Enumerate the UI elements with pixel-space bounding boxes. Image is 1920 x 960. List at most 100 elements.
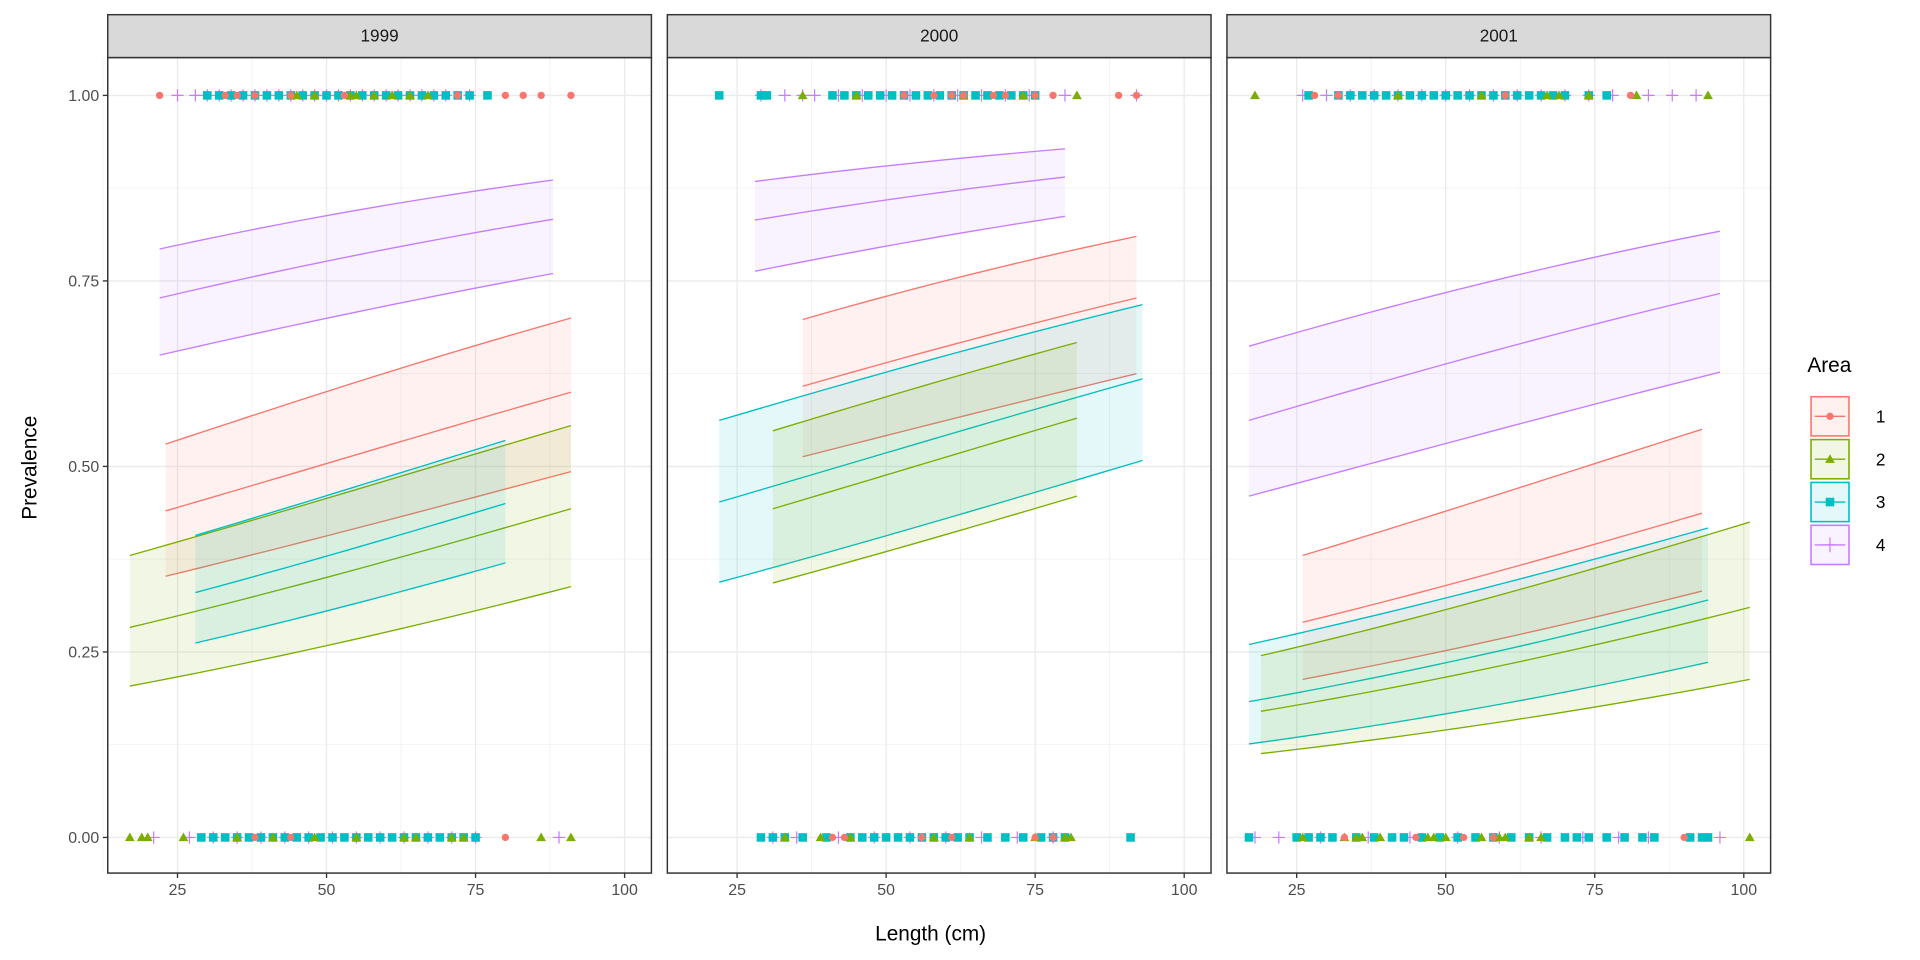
x-tick-label: 50 bbox=[1437, 882, 1455, 899]
x-tick-label: 25 bbox=[1288, 882, 1306, 899]
point-area-3 bbox=[756, 833, 766, 842]
point-area-2 bbox=[124, 832, 135, 842]
point-area-3 bbox=[1381, 91, 1391, 100]
point-area-4 bbox=[552, 831, 566, 844]
x-tick-label: 100 bbox=[611, 882, 638, 899]
point-area-3 bbox=[387, 833, 397, 842]
point-area-3 bbox=[1417, 91, 1427, 100]
ribbon-area-2 bbox=[1260, 522, 1750, 754]
point-area-1 bbox=[340, 91, 349, 100]
lower-line-area-4 bbox=[159, 272, 554, 356]
point-area-1 bbox=[233, 91, 241, 100]
fit-line-area-1 bbox=[1302, 512, 1703, 623]
point-area-2 bbox=[1440, 832, 1451, 842]
facet-strip bbox=[107, 13, 653, 59]
point-area-3 bbox=[1018, 833, 1028, 842]
point-area-1 bbox=[251, 91, 259, 100]
point-area-1 bbox=[501, 833, 510, 842]
upper-line-area-4 bbox=[159, 179, 554, 250]
panel-background bbox=[667, 57, 1212, 874]
point-area-3 bbox=[280, 833, 290, 842]
point-area-3 bbox=[714, 91, 724, 100]
point-area-2 bbox=[267, 832, 278, 842]
point-area-3 bbox=[1620, 833, 1629, 842]
x-tick-label: 25 bbox=[728, 882, 746, 899]
point-area-2 bbox=[422, 90, 433, 100]
point-area-3 bbox=[1328, 833, 1337, 842]
point-area-2 bbox=[1583, 90, 1594, 100]
point-area-3 bbox=[1453, 833, 1462, 842]
point-area-2 bbox=[1250, 90, 1260, 100]
panel-1999: 1999 25 50 75 100 0.00 0.25 0.50 0.75 1.00 bbox=[68, 13, 653, 899]
point-area-2 bbox=[351, 832, 362, 842]
point-area-3 bbox=[905, 833, 915, 842]
point-area-3 bbox=[1489, 91, 1498, 100]
point-area-3 bbox=[465, 91, 474, 100]
x-axis-label: Length (cm) bbox=[875, 922, 986, 945]
point-area-3 bbox=[220, 833, 230, 842]
point-area-3 bbox=[1507, 833, 1516, 842]
point-area-3 bbox=[435, 833, 445, 842]
point-area-3 bbox=[1560, 91, 1570, 100]
point-area-1 bbox=[989, 91, 998, 100]
point-area-3 bbox=[274, 91, 284, 100]
point-area-3 bbox=[340, 833, 349, 842]
point-area-2 bbox=[387, 90, 398, 100]
point-area-3 bbox=[1357, 91, 1367, 100]
point-area-3 bbox=[393, 91, 403, 100]
point-area-3 bbox=[1036, 833, 1046, 842]
point-area-3 bbox=[334, 91, 343, 100]
lower-line-area-4 bbox=[754, 215, 1066, 272]
point-area-3 bbox=[1387, 833, 1397, 842]
point-area-2 bbox=[411, 832, 421, 842]
point-area-2 bbox=[291, 90, 302, 100]
upper-line-area-3 bbox=[719, 303, 1143, 422]
fit-line-area-1 bbox=[802, 297, 1137, 387]
point-area-3 bbox=[358, 91, 367, 100]
point-area-3 bbox=[256, 833, 266, 842]
point-area-3 bbox=[1405, 91, 1415, 100]
point-area-2 bbox=[1476, 832, 1487, 842]
point-area-1 bbox=[1334, 91, 1343, 100]
point-area-1 bbox=[251, 833, 259, 842]
legend: Area 1 2 3 4 bbox=[1807, 354, 1886, 566]
point-area-2 bbox=[405, 90, 415, 100]
point-area-1 bbox=[930, 91, 938, 100]
point-area-1 bbox=[155, 91, 164, 100]
point-area-2 bbox=[232, 832, 243, 842]
point-area-2 bbox=[1524, 832, 1535, 842]
point-area-2 bbox=[815, 832, 826, 842]
point-area-3 bbox=[1638, 833, 1647, 842]
point-area-2 bbox=[1554, 90, 1564, 100]
point-area-3 bbox=[1292, 833, 1301, 842]
point-area-1 bbox=[567, 91, 575, 100]
point-area-3 bbox=[429, 91, 439, 100]
point-area-3 bbox=[1304, 91, 1313, 100]
point-area-1 bbox=[1114, 91, 1123, 100]
point-area-1 bbox=[221, 91, 229, 100]
point-area-1 bbox=[840, 833, 849, 842]
point-area-1 bbox=[948, 833, 956, 842]
point-area-3 bbox=[1435, 833, 1445, 842]
point-area-2 bbox=[779, 832, 790, 842]
ribbon-area-1 bbox=[802, 236, 1137, 457]
point-area-3 bbox=[304, 833, 313, 842]
point-area-2 bbox=[797, 90, 808, 100]
fit-line-area-2 bbox=[129, 508, 572, 629]
point-area-3 bbox=[875, 91, 885, 100]
point-area-1 bbox=[1310, 91, 1319, 100]
panel-background bbox=[107, 57, 652, 874]
legend-label: 1 bbox=[1876, 406, 1886, 426]
point-area-3 bbox=[971, 91, 980, 100]
upper-line-area-1 bbox=[802, 235, 1137, 321]
point-area-3 bbox=[798, 833, 807, 842]
x-tick-label: 75 bbox=[1586, 882, 1604, 899]
point-area-4 bbox=[1320, 89, 1333, 102]
lower-line-area-3 bbox=[719, 459, 1143, 583]
point-area-1 bbox=[501, 91, 510, 100]
x-tick-label: 75 bbox=[467, 882, 485, 899]
point-area-2 bbox=[1476, 90, 1487, 100]
point-area-3 bbox=[1602, 833, 1611, 842]
point-area-3 bbox=[1602, 91, 1611, 100]
point-area-2 bbox=[1066, 832, 1076, 842]
